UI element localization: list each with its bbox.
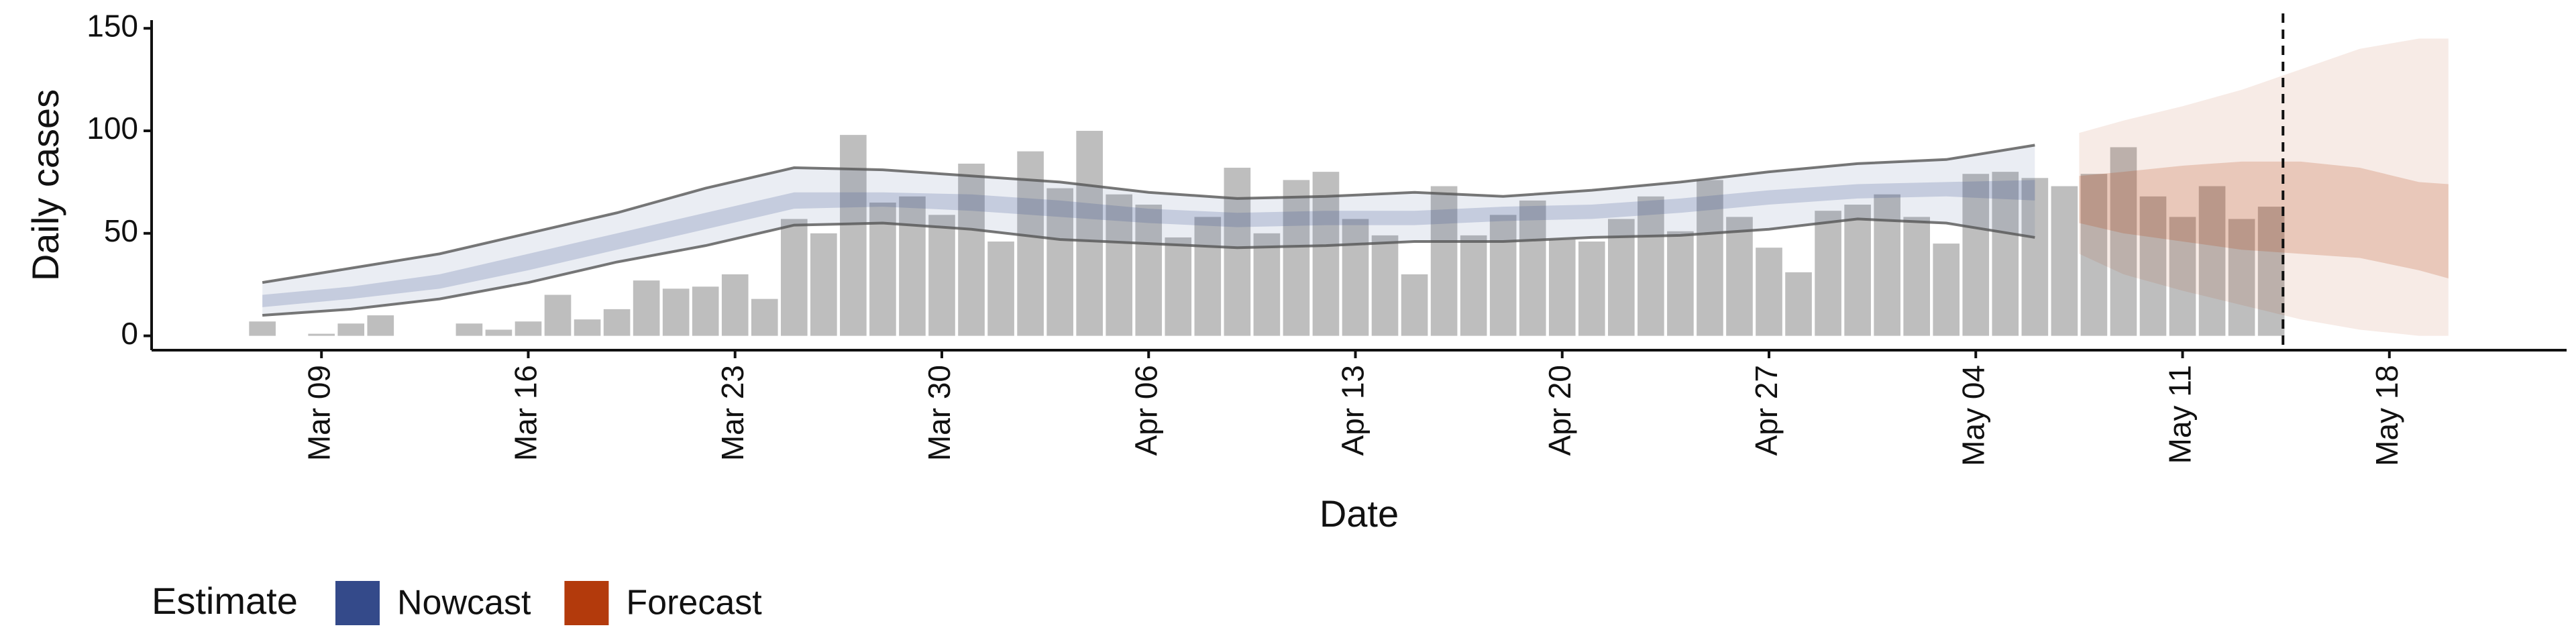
bar — [1756, 248, 1782, 336]
bar — [1224, 168, 1251, 336]
x-tick-label: Apr 13 — [1336, 365, 1371, 456]
bar — [1548, 239, 1576, 336]
bar — [1460, 235, 1487, 336]
bar — [1253, 233, 1281, 336]
bar — [1430, 186, 1458, 336]
bar — [2198, 186, 2226, 336]
y-tick-label: 50 — [104, 213, 138, 248]
bar — [1371, 235, 1399, 336]
x-tick-label: Mar 16 — [508, 365, 543, 461]
bar — [840, 135, 867, 336]
outer-band — [2079, 38, 2449, 336]
bar — [780, 219, 808, 336]
bar — [721, 274, 749, 336]
bar — [1046, 188, 1073, 336]
outer-band — [262, 145, 2035, 316]
bar — [1489, 215, 1517, 336]
bar — [1815, 211, 1841, 336]
bar — [2228, 219, 2255, 336]
y-tick-label: 150 — [87, 8, 138, 43]
bar — [1342, 219, 1369, 336]
bar — [2051, 186, 2078, 336]
bar — [1312, 172, 1340, 336]
bar — [1667, 231, 1694, 336]
inner-band — [2079, 161, 2449, 279]
bar — [1697, 180, 1723, 336]
bar — [958, 163, 985, 336]
bar — [1519, 200, 1546, 336]
bar — [1962, 174, 1990, 336]
bar — [662, 288, 690, 336]
bar — [2169, 217, 2196, 336]
y-axis-title: Daily cases — [24, 89, 66, 281]
legend-label: Forecast — [626, 584, 762, 623]
bar — [1608, 219, 1635, 336]
x-axis-title: Date — [1320, 492, 1399, 535]
bar — [1076, 131, 1103, 336]
x-tick-label: Mar 30 — [922, 365, 957, 461]
bar — [485, 329, 513, 336]
bar — [1933, 244, 1960, 336]
bar — [308, 333, 335, 336]
bar — [1874, 194, 1900, 336]
inner-band — [262, 180, 2035, 307]
x-tick-label: May 11 — [2163, 365, 2198, 464]
x-tick-label: Apr 06 — [1128, 365, 1163, 456]
legend-label: Nowcast — [397, 584, 531, 623]
bar — [1401, 274, 1428, 336]
bar — [2139, 196, 2167, 336]
bar — [1283, 180, 1310, 336]
bar — [1106, 194, 1133, 336]
interval-line — [262, 144, 2035, 284]
bar — [1194, 217, 1222, 336]
bar — [249, 321, 276, 336]
bar — [367, 315, 394, 336]
bar — [1165, 237, 1192, 336]
x-tick-label: Apr 20 — [1542, 365, 1577, 456]
bar — [1017, 151, 1044, 336]
x-tick-label: May 18 — [2369, 365, 2404, 466]
bar — [2110, 147, 2137, 336]
bar — [1992, 172, 2019, 336]
bar — [1844, 205, 1871, 336]
bar — [692, 286, 719, 336]
bar — [633, 280, 660, 336]
x-tick-label: May 04 — [1955, 365, 1990, 466]
y-tick-label: 100 — [87, 111, 138, 146]
y-tick-label: 0 — [121, 316, 138, 351]
bar — [899, 196, 926, 336]
bar — [1578, 241, 1605, 336]
bar — [1135, 205, 1163, 336]
bar — [2021, 178, 2049, 336]
bar — [751, 299, 778, 336]
plot-area — [249, 38, 2449, 336]
bar — [1785, 272, 1812, 336]
bar — [455, 323, 483, 336]
x-tick-label: Mar 09 — [301, 365, 336, 461]
bar — [810, 233, 837, 336]
legend-title: Estimate — [152, 580, 298, 622]
bar — [928, 215, 955, 336]
bar — [337, 323, 365, 336]
bar — [2080, 174, 2108, 336]
x-tick-label: Mar 23 — [715, 365, 750, 461]
legend-swatch — [335, 581, 380, 625]
bar — [574, 319, 601, 336]
legend-swatch — [564, 581, 609, 625]
bar — [515, 321, 542, 336]
bar — [544, 294, 572, 336]
bar — [1638, 196, 1664, 336]
bar — [1903, 217, 1931, 336]
bar — [1726, 217, 1753, 336]
interval-line — [262, 217, 2035, 317]
x-tick-label: Apr 27 — [1749, 365, 1784, 456]
bar — [2257, 207, 2285, 336]
bar — [603, 309, 631, 336]
bar — [987, 241, 1014, 336]
